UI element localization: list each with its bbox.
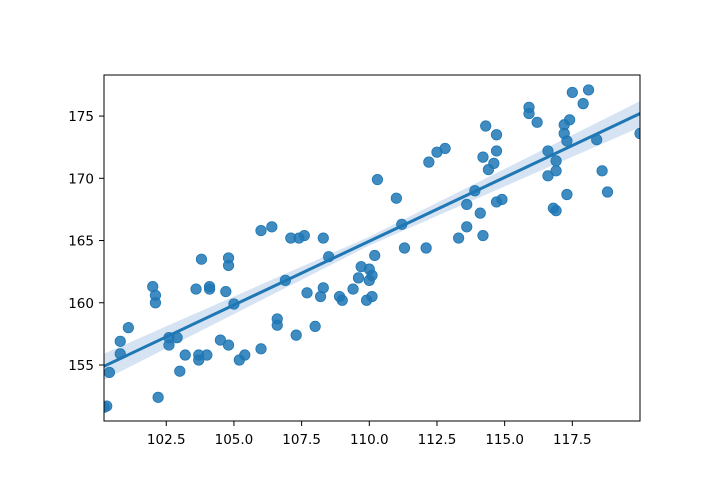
data-point bbox=[195, 253, 208, 265]
data-point bbox=[122, 322, 134, 334]
data-point bbox=[152, 391, 164, 403]
data-point bbox=[398, 242, 411, 254]
data-point bbox=[561, 135, 573, 147]
data-point bbox=[523, 101, 535, 113]
regression-line-layer bbox=[104, 111, 640, 368]
data-point bbox=[577, 98, 589, 110]
data-point bbox=[550, 165, 562, 177]
data-point bbox=[201, 349, 213, 361]
x-tick-label: 105.0 bbox=[215, 432, 254, 448]
data-point bbox=[490, 129, 503, 141]
x-tick-label: 117.5 bbox=[553, 432, 592, 448]
data-point bbox=[371, 173, 384, 186]
data-point bbox=[369, 249, 381, 262]
axes-frame bbox=[103, 74, 641, 422]
data-point bbox=[149, 297, 162, 309]
data-point bbox=[317, 282, 329, 294]
data-point bbox=[309, 320, 321, 333]
y-tick-label: 170 bbox=[68, 171, 94, 187]
data-point bbox=[222, 259, 235, 272]
data-point bbox=[542, 170, 554, 182]
data-point bbox=[531, 116, 543, 128]
y-tick-label: 175 bbox=[68, 109, 94, 125]
data-point bbox=[301, 287, 313, 299]
data-point bbox=[439, 142, 451, 155]
data-point bbox=[490, 145, 503, 157]
regression-line bbox=[104, 111, 640, 368]
x-tick-label: 102.5 bbox=[147, 432, 186, 448]
data-point bbox=[453, 232, 465, 244]
data-point bbox=[390, 192, 402, 204]
x-tick-label: 110.0 bbox=[350, 432, 389, 448]
data-point bbox=[214, 334, 227, 346]
data-point bbox=[601, 186, 614, 198]
x-tick-label: 107.5 bbox=[282, 432, 321, 448]
data-point bbox=[104, 366, 116, 379]
data-point bbox=[550, 155, 562, 167]
data-point bbox=[179, 349, 191, 361]
plot-area bbox=[104, 84, 640, 413]
data-point bbox=[317, 232, 329, 244]
data-point bbox=[163, 339, 175, 351]
data-point bbox=[220, 285, 232, 298]
data-point bbox=[239, 349, 251, 361]
data-point bbox=[461, 198, 473, 211]
data-point bbox=[114, 335, 126, 347]
data-point bbox=[477, 229, 489, 242]
data-point bbox=[255, 224, 267, 237]
data-point bbox=[461, 221, 473, 233]
data-point bbox=[474, 207, 486, 219]
data-point bbox=[564, 114, 576, 126]
data-point bbox=[347, 283, 359, 295]
data-point bbox=[423, 156, 435, 168]
data-point bbox=[193, 354, 205, 366]
x-axis-ticks: 102.5 105.0 107.5 110.0 112.5 115.0 117.5 bbox=[147, 421, 592, 448]
data-point bbox=[104, 400, 113, 412]
data-point bbox=[271, 313, 283, 325]
data-point bbox=[561, 188, 573, 201]
data-points-layer bbox=[104, 84, 640, 413]
data-point bbox=[366, 269, 378, 281]
data-point bbox=[336, 294, 348, 306]
data-point bbox=[488, 157, 500, 169]
data-point bbox=[420, 242, 432, 254]
data-point bbox=[203, 283, 216, 295]
data-point bbox=[477, 151, 489, 163]
data-point bbox=[550, 205, 562, 217]
axes bbox=[103, 74, 641, 422]
x-tick-label: 112.5 bbox=[418, 432, 457, 448]
data-point bbox=[352, 272, 365, 284]
y-tick-label: 160 bbox=[68, 296, 94, 312]
data-point bbox=[480, 120, 492, 132]
x-tick-label: 115.0 bbox=[485, 432, 524, 448]
data-point bbox=[366, 290, 378, 303]
y-tick-label: 155 bbox=[68, 358, 94, 374]
data-point bbox=[290, 329, 302, 341]
data-point bbox=[566, 86, 578, 99]
data-point bbox=[496, 193, 508, 206]
y-axis-ticks: 155 160 165 170 175 bbox=[68, 109, 104, 374]
data-point bbox=[266, 221, 278, 233]
data-point bbox=[190, 283, 202, 295]
data-point bbox=[582, 84, 595, 96]
data-point bbox=[596, 165, 608, 177]
data-point bbox=[222, 339, 235, 351]
data-point bbox=[255, 343, 267, 355]
y-tick-label: 165 bbox=[68, 234, 94, 250]
data-point bbox=[174, 365, 186, 377]
data-point bbox=[298, 229, 310, 242]
